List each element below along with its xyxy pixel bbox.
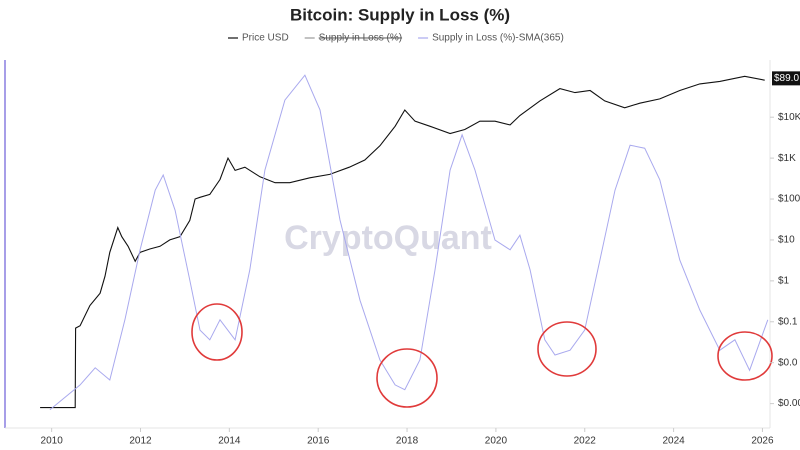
x-tick-label: 2026 xyxy=(751,436,774,447)
plot-area xyxy=(40,74,769,411)
y-tick-label: $0.00 xyxy=(778,398,800,409)
legend-label: Price USD xyxy=(242,33,289,44)
y-tick-label: $1 xyxy=(778,276,790,287)
y-tick-label: $0.0 xyxy=(778,357,798,368)
series-line xyxy=(40,75,765,409)
x-tick-label: 2010 xyxy=(41,436,64,447)
watermark: CryptoQuant xyxy=(284,219,492,257)
highlight-circle xyxy=(376,348,438,408)
x-tick-label: 2022 xyxy=(574,436,597,447)
series-line xyxy=(49,74,769,411)
highlight-circle xyxy=(717,331,773,381)
highlight-circle xyxy=(537,321,597,377)
x-tick-label: 2012 xyxy=(129,436,152,447)
price-tag-label: $89.0 xyxy=(774,73,799,84)
x-tick-label: 2020 xyxy=(485,436,508,447)
legend-label: Supply in Loss (%) xyxy=(319,33,402,44)
highlight-circles xyxy=(191,303,773,408)
highlight-circle xyxy=(191,303,243,361)
legend-label: Supply in Loss (%)-SMA(365) xyxy=(432,33,564,44)
x-tick-label: 2016 xyxy=(307,436,330,447)
y-tick-label: $100 xyxy=(778,194,800,205)
x-tick-label: 2014 xyxy=(218,436,241,447)
y-tick-label: $10K xyxy=(778,112,800,123)
y-tick-label: $10 xyxy=(778,235,795,246)
price-tag-box xyxy=(772,71,800,86)
y-tick-label: $1K xyxy=(778,153,796,164)
y-tick-label: $0.1 xyxy=(778,316,798,327)
x-tick-label: 2024 xyxy=(662,436,685,447)
chart-title: Bitcoin: Supply in Loss (%) xyxy=(290,5,510,24)
x-tick-label: 2018 xyxy=(396,436,419,447)
